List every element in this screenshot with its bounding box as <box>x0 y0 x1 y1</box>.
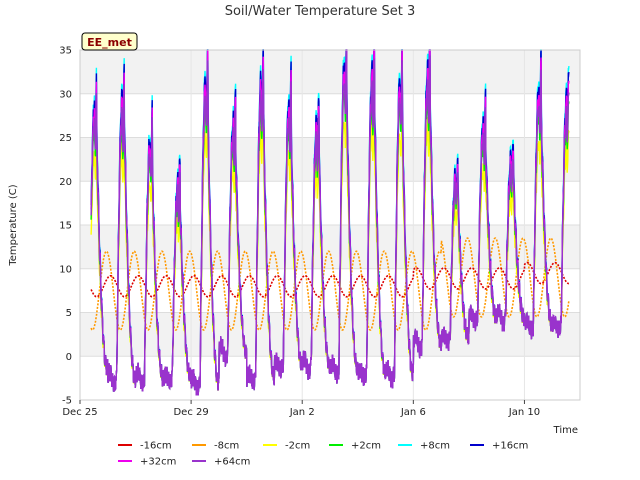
plot-band <box>80 93 580 138</box>
x-tick-label: Jan 2 <box>289 407 315 418</box>
plot-band <box>80 268 580 313</box>
y-axis-title: Temperature (C) <box>8 184 19 266</box>
x-tick-label: Dec 29 <box>173 407 208 418</box>
y-tick-label: 20 <box>59 177 72 188</box>
plot-frame <box>79 49 581 401</box>
y-tick-label: 35 <box>59 46 72 57</box>
x-tick-label: Dec 25 <box>62 407 97 418</box>
legend: -16cm -8cm -2cm +2cm +8cm +16cm +32cm +64cm <box>118 441 528 468</box>
plot-band <box>80 50 580 94</box>
series-line-minus16cm <box>90 261 569 298</box>
y-tick-label: 10 <box>59 264 72 275</box>
chart-title: Soil/Water Temperature Set 3 <box>225 4 416 19</box>
plot-band <box>80 137 580 182</box>
legend-label: +8cm <box>420 441 450 452</box>
plot-band <box>80 181 580 225</box>
legend-label: +16cm <box>492 441 528 452</box>
x-tick-label: Jan 10 <box>508 407 540 418</box>
y-tick-label: -5 <box>62 396 72 407</box>
y-tick-label: 25 <box>59 133 72 144</box>
y-tick-label: 0 <box>66 352 72 363</box>
plot-band <box>80 225 580 269</box>
x-axis-title: Time <box>553 425 578 436</box>
series-lines <box>90 49 570 396</box>
site-badge-label: EE_met <box>87 36 132 49</box>
site-badge: EE_met <box>81 32 138 51</box>
x-tick-label: Jan 6 <box>400 407 426 418</box>
y-tick-label: 5 <box>66 308 72 319</box>
legend-label: -2cm <box>285 441 310 452</box>
y-axis: -5 0 5 10 15 20 25 30 35 <box>59 46 72 407</box>
legend-label: +64cm <box>214 457 250 468</box>
legend-label: -16cm <box>140 441 172 452</box>
y-tick-label: 15 <box>59 221 72 232</box>
y-tick-label: 30 <box>59 89 72 100</box>
series-line-plus64cm <box>90 49 570 396</box>
site-badge-box <box>81 32 138 51</box>
x-axis: Dec 25 Dec 29 Jan 2 Jan 6 Jan 10 <box>62 400 540 418</box>
legend-label: -8cm <box>214 441 239 452</box>
legend-label: +2cm <box>351 441 381 452</box>
legend-label: +32cm <box>140 457 176 468</box>
